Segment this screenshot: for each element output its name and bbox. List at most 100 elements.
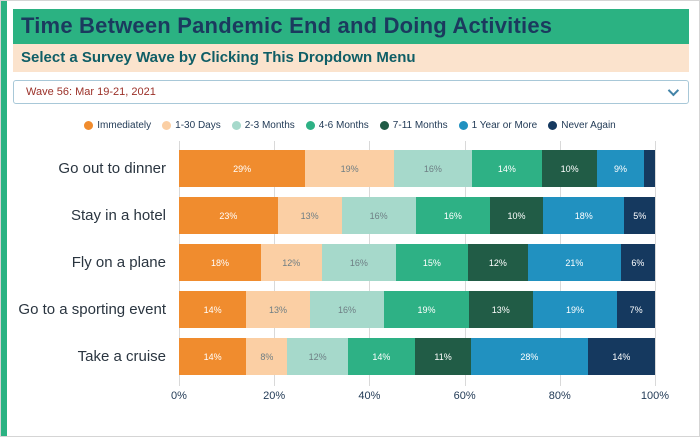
legend-swatch bbox=[231, 121, 241, 130]
segment-value-label: 18% bbox=[574, 210, 593, 221]
legend-label: Never Again bbox=[561, 120, 616, 131]
category-label: Go to a sporting event bbox=[18, 301, 166, 318]
bar-track: 23% 13% 16% 16% 10% 18% 5% bbox=[179, 197, 655, 234]
bar-segment[interactable]: 16% bbox=[415, 197, 490, 234]
bar-segment[interactable]: 14% bbox=[347, 338, 416, 375]
survey-wave-dropdown[interactable]: Wave 56: Mar 19-21, 2021 bbox=[13, 80, 689, 104]
legend-swatch bbox=[379, 121, 389, 130]
legend-label: 7-11 Months bbox=[392, 120, 448, 131]
bar-segment[interactable]: 19% bbox=[532, 291, 618, 328]
legend: Immediately 1-30 Days 2-3 Months 4-6 Months… bbox=[1, 120, 699, 131]
legend-label: 2-3 Months bbox=[244, 120, 295, 131]
bar-segment[interactable]: 16% bbox=[309, 291, 385, 328]
legend-item[interactable]: 4-6 Months bbox=[305, 120, 369, 131]
category-label: Stay in a hotel bbox=[70, 207, 166, 224]
segment-value-label: 13% bbox=[491, 304, 510, 315]
segment-value-label: 29% bbox=[233, 163, 252, 174]
legend-label: 1 Year or More bbox=[471, 120, 538, 131]
dropdown-instruction: Select a Survey Wave by Clicking This Dr… bbox=[13, 44, 689, 72]
segment-value-label: 19% bbox=[417, 304, 436, 315]
x-axis: 0% 20% 40% 60% 80% 100% bbox=[171, 386, 669, 408]
bar-segment[interactable]: 28% bbox=[471, 338, 588, 375]
bar-segment[interactable]: 14% bbox=[179, 291, 247, 328]
segment-value-label: 14% bbox=[203, 304, 222, 315]
segment-value-label: 13% bbox=[300, 210, 319, 221]
bar-segment[interactable]: 14% bbox=[179, 338, 247, 375]
chart-row: Take a cruise 14% 8% 12% 14% 11% 28% 14% bbox=[1, 333, 655, 380]
bar-segment[interactable]: 5% bbox=[624, 197, 655, 234]
segment-value-label: 28% bbox=[520, 351, 539, 362]
bar-segment[interactable] bbox=[643, 150, 656, 187]
legend-item[interactable]: 1-30 Days bbox=[162, 120, 221, 131]
legend-item[interactable]: 7-11 Months bbox=[379, 120, 448, 131]
bar-segment[interactable]: 21% bbox=[528, 244, 621, 281]
bar-segment[interactable]: 12% bbox=[260, 244, 322, 281]
segment-value-label: 13% bbox=[269, 304, 288, 315]
legend-swatch bbox=[458, 121, 468, 130]
bar-segment[interactable]: 18% bbox=[543, 197, 625, 234]
axis-tick: 60% bbox=[453, 390, 476, 402]
category-label: Fly on a plane bbox=[71, 254, 166, 271]
bar-segment[interactable]: 6% bbox=[620, 244, 656, 281]
bar-segment[interactable]: 8% bbox=[246, 338, 288, 375]
segment-value-label: 12% bbox=[308, 351, 327, 362]
bar-segment[interactable]: 13% bbox=[277, 197, 342, 234]
bar-track: 14% 13% 16% 19% 13% 19% 7% bbox=[179, 291, 655, 328]
bar-segment[interactable]: 11% bbox=[415, 338, 472, 375]
bar-segment[interactable]: 29% bbox=[179, 150, 306, 187]
bar-segment[interactable]: 16% bbox=[394, 150, 472, 187]
legend-item[interactable]: Never Again bbox=[548, 120, 616, 131]
chart-row: Fly on a plane 18% 12% 16% 15% 12% 21% 6% bbox=[1, 239, 656, 286]
axis-tick: 100% bbox=[640, 390, 670, 402]
segment-value-label: 16% bbox=[423, 163, 442, 174]
segment-value-label: 5% bbox=[633, 210, 647, 221]
legend-item[interactable]: 2-3 Months bbox=[231, 120, 295, 131]
bar-segment[interactable]: 10% bbox=[489, 197, 544, 234]
survey-wave-value: Wave 56: Mar 19-21, 2021 bbox=[26, 86, 156, 98]
bar-segment[interactable]: 14% bbox=[471, 150, 542, 187]
segment-value-label: 16% bbox=[338, 304, 357, 315]
bar-segment[interactable]: 13% bbox=[246, 291, 310, 328]
segment-value-label: 14% bbox=[372, 351, 391, 362]
bar-segment[interactable]: 12% bbox=[467, 244, 529, 281]
segment-value-label: 7% bbox=[629, 304, 643, 315]
segment-value-label: 14% bbox=[497, 163, 516, 174]
bar-segment[interactable]: 7% bbox=[617, 291, 655, 328]
bar-segment[interactable]: 16% bbox=[341, 197, 416, 234]
bar-segment[interactable]: 14% bbox=[587, 338, 655, 375]
bar-segment[interactable]: 18% bbox=[179, 244, 261, 281]
axis-tick: 20% bbox=[263, 390, 286, 402]
segment-value-label: 10% bbox=[507, 210, 526, 221]
bar-segment[interactable]: 23% bbox=[179, 197, 278, 234]
bar-segment[interactable]: 9% bbox=[597, 150, 644, 187]
legend-item[interactable]: 1 Year or More bbox=[458, 120, 538, 131]
segment-value-label: 21% bbox=[565, 257, 584, 268]
bar-segment[interactable]: 16% bbox=[321, 244, 397, 281]
segment-value-label: 16% bbox=[349, 257, 368, 268]
segment-value-label: 11% bbox=[434, 351, 452, 362]
accent-stripe bbox=[1, 1, 7, 436]
axis-tick: 0% bbox=[171, 390, 187, 402]
chart-rows: Go out to dinner 29% 19% 16% 14% 10% 9% Stay in… bbox=[1, 145, 656, 380]
legend-label: Immediately bbox=[97, 120, 152, 131]
axis-tick: 40% bbox=[358, 390, 381, 402]
legend-swatch bbox=[162, 121, 172, 130]
bar-segment[interactable]: 19% bbox=[305, 150, 395, 187]
chevron-down-icon bbox=[667, 84, 680, 97]
segment-value-label: 12% bbox=[488, 257, 507, 268]
bar-track: 14% 8% 12% 14% 11% 28% 14% bbox=[179, 338, 655, 375]
bar-segment[interactable]: 13% bbox=[468, 291, 533, 328]
legend-swatch bbox=[548, 121, 558, 130]
bar-track: 18% 12% 16% 15% 12% 21% 6% bbox=[179, 244, 656, 281]
bar-segment[interactable]: 10% bbox=[541, 150, 598, 187]
segment-value-label: 10% bbox=[560, 163, 579, 174]
segment-value-label: 12% bbox=[282, 257, 301, 268]
bar-segment[interactable]: 12% bbox=[287, 338, 348, 375]
bar-segment[interactable]: 15% bbox=[396, 244, 468, 281]
legend-item[interactable]: Immediately bbox=[84, 120, 151, 131]
chart-row: Stay in a hotel 23% 13% 16% 16% 10% 18% 5% bbox=[1, 192, 655, 239]
bar-segment[interactable]: 19% bbox=[384, 291, 469, 328]
segment-value-label: 19% bbox=[340, 163, 359, 174]
legend-label: 4-6 Months bbox=[318, 120, 369, 131]
